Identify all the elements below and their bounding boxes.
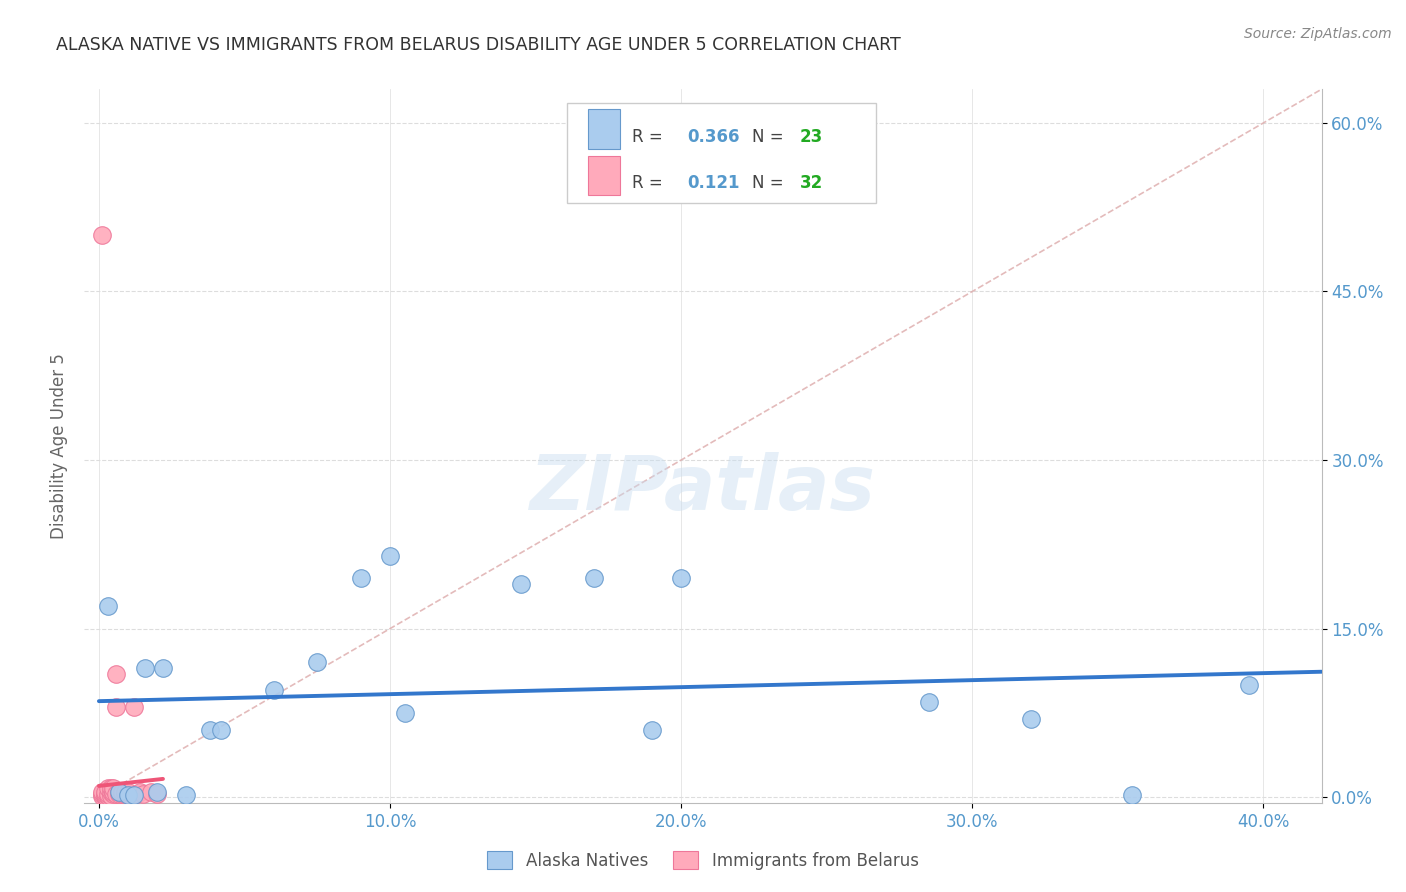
Text: N =: N = — [752, 174, 789, 192]
Legend: Alaska Natives, Immigrants from Belarus: Alaska Natives, Immigrants from Belarus — [481, 845, 925, 877]
Point — [117, 787, 139, 801]
Point — [174, 788, 197, 802]
Point — [108, 787, 131, 801]
Point — [108, 784, 131, 798]
Point — [1019, 712, 1042, 726]
Text: 0.366: 0.366 — [688, 128, 740, 145]
Text: 23: 23 — [800, 128, 823, 145]
Point — [125, 787, 148, 801]
Text: R =: R = — [633, 174, 673, 192]
FancyBboxPatch shape — [588, 109, 620, 148]
Point — [117, 788, 139, 802]
Point — [122, 788, 145, 802]
Point — [131, 787, 153, 801]
FancyBboxPatch shape — [567, 103, 876, 203]
Point — [97, 599, 120, 614]
Point — [97, 789, 120, 803]
Point — [90, 228, 112, 243]
Point — [93, 789, 115, 803]
Point — [128, 784, 150, 798]
Text: N =: N = — [752, 128, 789, 145]
Point — [263, 683, 285, 698]
Point — [141, 784, 163, 798]
Point — [152, 661, 174, 675]
Y-axis label: Disability Age Under 5: Disability Age Under 5 — [49, 353, 67, 539]
Text: ZIPatlas: ZIPatlas — [530, 452, 876, 525]
Point — [350, 571, 373, 585]
Point — [93, 784, 115, 798]
Point — [114, 784, 136, 798]
Text: R =: R = — [633, 128, 668, 145]
Point — [90, 787, 112, 801]
Point — [510, 576, 533, 591]
Point — [103, 787, 125, 801]
Point — [394, 706, 416, 720]
Point — [917, 695, 939, 709]
Point — [103, 781, 125, 796]
Point — [114, 787, 136, 801]
Point — [111, 784, 134, 798]
Point — [134, 661, 156, 675]
Point — [117, 784, 139, 798]
Point — [669, 571, 692, 585]
Text: 0.121: 0.121 — [688, 174, 740, 192]
Point — [641, 723, 664, 737]
Point — [105, 700, 128, 714]
Point — [97, 781, 120, 796]
Point — [111, 787, 134, 801]
Point — [97, 787, 120, 801]
Point — [582, 571, 605, 585]
Text: ALASKA NATIVE VS IMMIGRANTS FROM BELARUS DISABILITY AGE UNDER 5 CORRELATION CHAR: ALASKA NATIVE VS IMMIGRANTS FROM BELARUS… — [56, 36, 901, 54]
Point — [146, 784, 169, 798]
Point — [105, 666, 128, 681]
Point — [90, 784, 112, 798]
Point — [209, 723, 232, 737]
Point — [93, 787, 115, 801]
Point — [1237, 678, 1260, 692]
Point — [1121, 788, 1143, 802]
Point — [122, 700, 145, 714]
Point — [198, 723, 221, 737]
Point — [307, 656, 329, 670]
FancyBboxPatch shape — [588, 155, 620, 194]
Point — [103, 784, 125, 798]
Point — [108, 784, 131, 798]
Text: Source: ZipAtlas.com: Source: ZipAtlas.com — [1244, 27, 1392, 41]
Point — [100, 781, 122, 796]
Point — [90, 789, 112, 803]
Point — [378, 549, 401, 563]
Point — [100, 789, 122, 803]
Point — [100, 784, 122, 798]
Point — [146, 787, 169, 801]
Text: 32: 32 — [800, 174, 823, 192]
Point — [105, 787, 128, 801]
